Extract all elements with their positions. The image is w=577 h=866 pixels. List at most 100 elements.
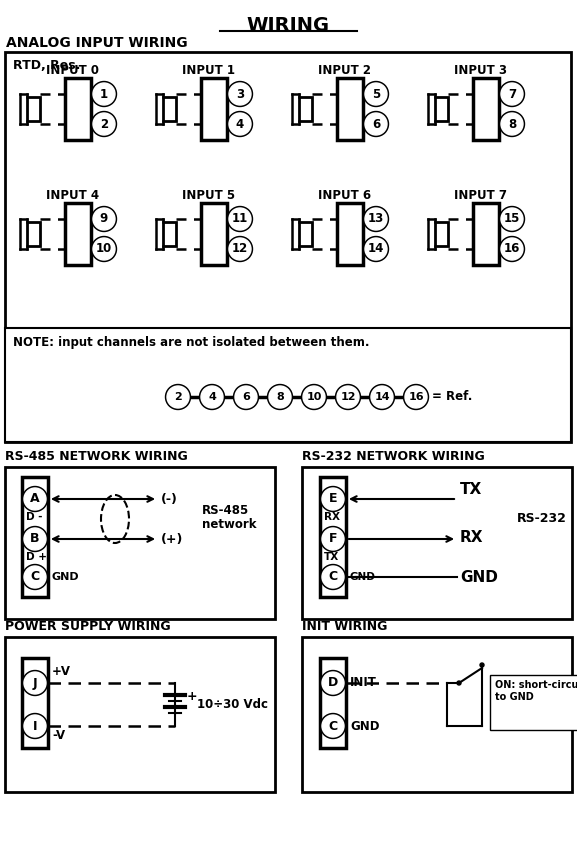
- Bar: [163, 222, 176, 246]
- Circle shape: [93, 208, 115, 230]
- Text: 4: 4: [236, 118, 244, 131]
- Circle shape: [234, 385, 258, 410]
- Circle shape: [93, 83, 115, 105]
- Circle shape: [500, 236, 524, 262]
- Text: RX: RX: [460, 529, 484, 545]
- Text: 4: 4: [208, 392, 216, 402]
- Circle shape: [369, 385, 395, 410]
- Text: I: I: [33, 720, 38, 733]
- Text: 3: 3: [236, 87, 244, 100]
- Circle shape: [320, 670, 346, 695]
- Text: TX: TX: [460, 482, 482, 497]
- Circle shape: [322, 672, 344, 694]
- Text: 2: 2: [174, 392, 182, 402]
- Bar: [299, 222, 312, 246]
- Bar: [5, 467, 275, 619]
- Circle shape: [501, 238, 523, 260]
- Text: GND: GND: [52, 572, 80, 582]
- Circle shape: [24, 715, 46, 737]
- Text: C: C: [31, 571, 40, 584]
- Circle shape: [93, 238, 115, 260]
- Circle shape: [24, 528, 46, 550]
- Circle shape: [227, 236, 253, 262]
- Bar: [201, 203, 227, 265]
- Circle shape: [322, 566, 344, 588]
- Text: A: A: [30, 493, 40, 506]
- Text: network: network: [202, 518, 257, 531]
- Text: GND: GND: [350, 572, 376, 582]
- Circle shape: [23, 714, 47, 739]
- Circle shape: [365, 83, 387, 105]
- Text: 16: 16: [504, 242, 520, 255]
- Bar: [302, 467, 572, 619]
- Text: 14: 14: [374, 392, 390, 402]
- Bar: [302, 637, 572, 792]
- Text: 12: 12: [340, 392, 356, 402]
- Text: NOTE: input channels are not isolated between them.: NOTE: input channels are not isolated be…: [13, 336, 369, 349]
- Text: INPUT 5: INPUT 5: [182, 189, 235, 202]
- Circle shape: [320, 714, 346, 739]
- Circle shape: [92, 112, 117, 137]
- Bar: [22, 658, 48, 748]
- Bar: [5, 637, 275, 792]
- Circle shape: [371, 386, 393, 408]
- Circle shape: [365, 113, 387, 135]
- Bar: [337, 203, 363, 265]
- Circle shape: [24, 672, 46, 694]
- Text: RS-232 NETWORK WIRING: RS-232 NETWORK WIRING: [302, 450, 485, 463]
- Circle shape: [364, 236, 388, 262]
- Text: 11: 11: [232, 212, 248, 225]
- Text: INIT: INIT: [350, 676, 377, 689]
- Circle shape: [229, 83, 251, 105]
- Bar: [490, 675, 577, 730]
- Bar: [320, 477, 346, 597]
- Text: 6: 6: [242, 392, 250, 402]
- Text: D +: D +: [26, 552, 47, 562]
- Bar: [65, 78, 91, 140]
- Circle shape: [337, 386, 359, 408]
- Text: GND: GND: [350, 720, 380, 733]
- Circle shape: [501, 208, 523, 230]
- Text: 14: 14: [368, 242, 384, 255]
- Circle shape: [320, 487, 346, 512]
- Bar: [299, 97, 312, 121]
- Bar: [65, 203, 91, 265]
- Text: E: E: [329, 493, 337, 506]
- Bar: [473, 203, 499, 265]
- Circle shape: [335, 385, 361, 410]
- Circle shape: [322, 715, 344, 737]
- Text: D -: D -: [26, 512, 43, 522]
- Text: 8: 8: [508, 118, 516, 131]
- Circle shape: [92, 206, 117, 231]
- Circle shape: [227, 81, 253, 107]
- Circle shape: [500, 81, 524, 107]
- Bar: [5, 52, 571, 442]
- Circle shape: [501, 113, 523, 135]
- Text: 8: 8: [276, 392, 284, 402]
- Bar: [337, 78, 363, 140]
- Text: -V: -V: [52, 729, 65, 742]
- Text: (-): (-): [161, 493, 178, 506]
- Circle shape: [457, 681, 461, 685]
- Text: +: +: [187, 690, 198, 703]
- Circle shape: [229, 113, 251, 135]
- Bar: [5, 328, 571, 442]
- Circle shape: [167, 386, 189, 408]
- Circle shape: [201, 386, 223, 408]
- Circle shape: [403, 385, 429, 410]
- Circle shape: [303, 386, 325, 408]
- Text: C: C: [328, 571, 338, 584]
- Text: INPUT 0: INPUT 0: [46, 64, 99, 77]
- Text: 9: 9: [100, 212, 108, 225]
- Text: 12: 12: [232, 242, 248, 255]
- Circle shape: [501, 83, 523, 105]
- Circle shape: [364, 112, 388, 137]
- Ellipse shape: [101, 495, 129, 543]
- Text: ANALOG INPUT WIRING: ANALOG INPUT WIRING: [6, 36, 188, 50]
- Circle shape: [320, 527, 346, 552]
- Text: INIT WIRING: INIT WIRING: [302, 620, 387, 633]
- Bar: [473, 78, 499, 140]
- Text: 7: 7: [508, 87, 516, 100]
- Text: C: C: [328, 720, 338, 733]
- Text: 2: 2: [100, 118, 108, 131]
